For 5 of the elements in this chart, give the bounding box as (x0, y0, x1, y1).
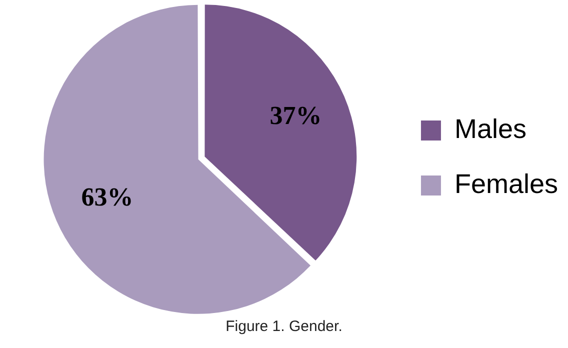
caption: Figure 1. Gender. (224, 318, 344, 335)
legend-label: Males (454, 114, 526, 144)
data-label: 37% (270, 100, 322, 130)
legend-label: Females (454, 168, 558, 199)
data-label: 63% (81, 182, 134, 212)
